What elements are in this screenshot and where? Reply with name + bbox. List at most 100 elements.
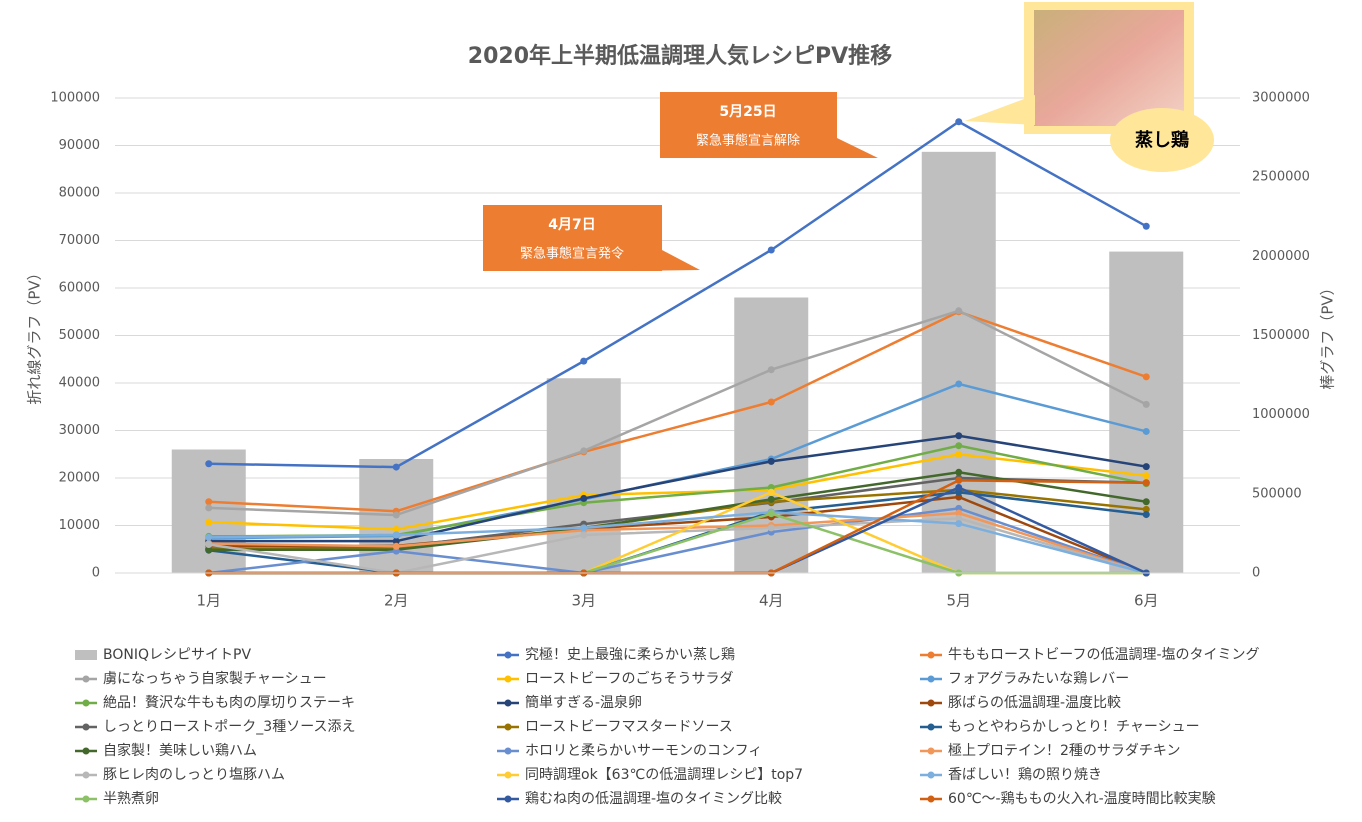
photo-callout: 蒸し鶏	[965, 2, 1214, 172]
callout: 5月25日 緊急事態宣言解除	[660, 92, 878, 158]
point	[767, 524, 775, 532]
y2-tick-label: 1000000	[1252, 407, 1310, 422]
legend-marker	[82, 699, 90, 707]
point	[767, 398, 775, 406]
y-axis-title: 折れ線グラフ（PV）	[26, 265, 44, 404]
x-tick-label: 6月	[1134, 592, 1159, 610]
legend-item: 豚ばらの低温調理-温度比較	[920, 695, 1121, 711]
point	[767, 246, 775, 254]
line	[208, 120, 1147, 469]
legend-marker	[504, 723, 512, 731]
point	[1142, 373, 1150, 381]
legend-swatch	[75, 650, 97, 660]
callout-title: 5月25日	[719, 104, 776, 120]
legend-item: しっとりローストポーク_3種ソース添え	[75, 719, 356, 735]
legend-label: BONIQレシピサイトPV	[103, 647, 251, 663]
point	[392, 463, 400, 471]
plot-area: 0 10000 20000 30000 40000 50000 60000 70000 8000…	[50, 91, 1310, 610]
point	[1142, 505, 1150, 513]
legend-label: フォアグラみたいな鶏レバー	[948, 671, 1129, 687]
x-tick-label: 4月	[759, 592, 784, 610]
legend-label: 虜になっちゃう自家製チャーシュー	[103, 670, 327, 687]
legend-item: 極上プロテイン！2種のサラダチキン	[920, 743, 1181, 759]
point	[955, 450, 963, 458]
legend-marker	[82, 747, 90, 755]
point	[955, 509, 963, 517]
point	[1142, 472, 1150, 480]
line	[208, 434, 1147, 543]
legend-item: 簡単すぎる-温泉卵	[497, 694, 642, 711]
legend-item: 絶品！贅沢な牛もも肉の厚切りステーキ	[75, 694, 355, 711]
point	[205, 546, 213, 554]
legend-marker	[504, 699, 512, 707]
point	[580, 524, 588, 532]
legend-label: ローストビーフのごちそうサラダ	[525, 671, 733, 687]
legend-label: 香ばしい！鶏の照り焼き	[948, 767, 1102, 783]
y2-tick-label: 1500000	[1252, 328, 1310, 343]
point	[392, 531, 400, 539]
point	[955, 380, 963, 388]
bar	[546, 378, 621, 573]
point	[1142, 463, 1150, 471]
point	[205, 504, 213, 512]
point	[1142, 479, 1150, 487]
legend-label: 牛ももローストビーフの低温調理-塩のタイミング	[948, 647, 1260, 663]
point	[205, 498, 213, 506]
y-tick-label: 0	[92, 566, 100, 581]
point	[955, 432, 963, 440]
line	[208, 507, 1147, 575]
legend-label: 同時調理ok【63℃の低温調理レシピ】top7	[525, 767, 803, 783]
legend-label: もっとやわらかしっとり！チャーシュー	[948, 719, 1200, 735]
point	[767, 488, 775, 496]
legend-label: 絶品！贅沢な牛もも肉の厚切りステーキ	[103, 694, 355, 711]
point	[1142, 427, 1150, 435]
callout-pointer	[805, 138, 878, 158]
photo-label: 蒸し鶏	[1135, 129, 1189, 151]
point	[767, 366, 775, 374]
legend-item: ホロリと柔らかいサーモンのコンフィ	[497, 743, 762, 759]
y-tick-label: 80000	[59, 186, 100, 201]
legend-label: 究極！史上最強に柔らかい蒸し鶏	[525, 647, 735, 663]
point	[1142, 498, 1150, 506]
point	[767, 457, 775, 465]
legend-label: 極上プロテイン！2種のサラダチキン	[948, 743, 1181, 759]
y-tick-label: 40000	[59, 376, 100, 391]
legend-marker	[927, 651, 935, 659]
y-tick-label: 70000	[59, 233, 100, 248]
legend-item: 香ばしい！鶏の照り焼き	[920, 767, 1102, 783]
chart-title: 2020年上半期低温調理人気レシピPV推移	[468, 43, 892, 69]
legend-label: ホロリと柔らかいサーモンのコンフィ	[525, 743, 762, 759]
legend-item: ローストビーフのごちそうサラダ	[497, 671, 733, 687]
legend-item: 半熟煮卵	[75, 791, 159, 807]
callout-box	[660, 92, 837, 158]
legend-item: 究極！史上最強に柔らかい蒸し鶏	[497, 647, 735, 663]
legend-item: 60℃〜-鶏ももの火入れ-温度時間比較実験	[920, 791, 1216, 807]
legend-item: BONIQレシピサイトPV	[75, 647, 251, 663]
line	[208, 309, 1147, 517]
line	[208, 510, 1147, 575]
point	[205, 541, 213, 548]
point	[955, 118, 963, 126]
callout-title: 4月7日	[548, 217, 595, 233]
x-tick-label: 3月	[571, 592, 596, 610]
point	[955, 520, 963, 528]
legend-item: 豚ヒレ肉のしっとり塩豚ハム	[75, 767, 285, 783]
y-tick-label: 20000	[59, 471, 100, 486]
callout-text: 緊急事態宣言発令	[520, 246, 624, 262]
legend-marker	[927, 771, 935, 779]
point	[955, 307, 963, 315]
line	[208, 452, 1147, 531]
legend-label: 簡単すぎる-温泉卵	[525, 694, 642, 711]
legend-label: 60℃〜-鶏ももの火入れ-温度時間比較実験	[948, 791, 1216, 807]
legend-marker	[504, 675, 512, 683]
bar	[1109, 251, 1184, 574]
legend-item: 虜になっちゃう自家製チャーシュー	[75, 670, 327, 687]
y2-tick-label: 2500000	[1252, 170, 1310, 185]
y-tick-label: 60000	[59, 281, 100, 296]
y2-tick-label: 0	[1252, 566, 1260, 581]
point	[767, 510, 775, 518]
legend-marker	[82, 723, 90, 731]
legend-item: 同時調理ok【63℃の低温調理レシピ】top7	[497, 767, 803, 783]
line	[208, 310, 1147, 513]
